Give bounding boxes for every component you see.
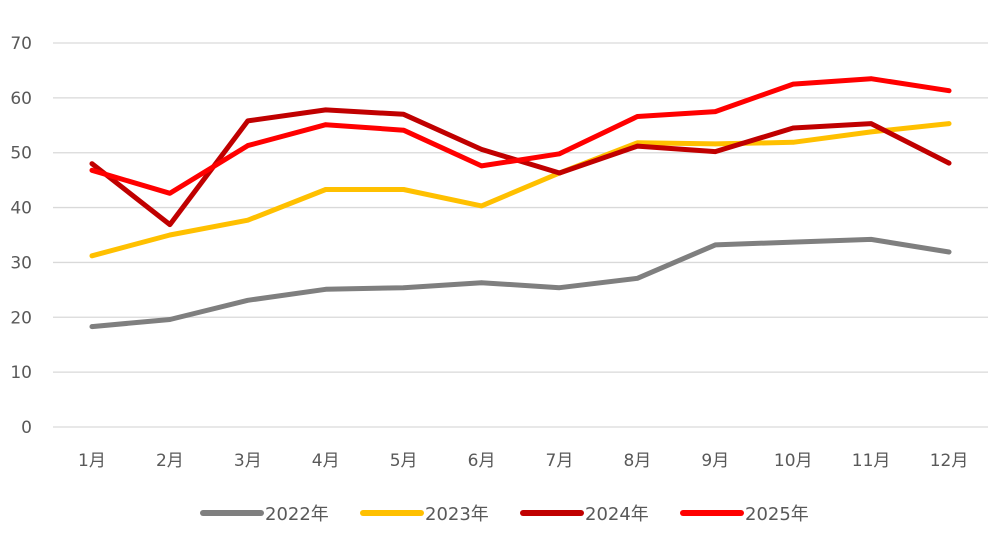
data-point: [868, 121, 874, 126]
data-point: [89, 167, 95, 173]
data-point: [557, 151, 562, 157]
y-tick-label: 50: [10, 144, 32, 164]
data-point: [946, 121, 952, 126]
legend-label: 2024年: [585, 504, 649, 525]
y-axis-tick-labels: 0 10 20 30 40 50 60 70: [10, 34, 32, 438]
data-point: [401, 285, 406, 290]
data-point: [635, 276, 640, 281]
x-tick-label: 10月: [774, 451, 813, 471]
series-line-2025年: [89, 76, 952, 196]
legend-label: 2023年: [425, 504, 489, 525]
data-point: [790, 81, 796, 87]
y-tick-label: 40: [10, 199, 32, 219]
data-point: [89, 161, 95, 166]
x-tick-label: 12月: [930, 451, 969, 471]
data-point: [712, 242, 718, 248]
grid-lines: [53, 42, 988, 428]
data-point: [245, 143, 251, 148]
y-tick-label: 60: [10, 89, 32, 109]
y-tick-label: 20: [10, 308, 32, 328]
x-tick-label: 3月: [234, 451, 262, 471]
data-point: [557, 170, 562, 176]
data-point: [712, 141, 718, 147]
y-tick-label: 70: [10, 34, 32, 54]
data-point: [167, 317, 173, 322]
x-tick-label: 1月: [78, 451, 106, 471]
data-point: [167, 222, 173, 227]
data-point: [89, 253, 95, 259]
data-point: [245, 118, 251, 124]
data-point: [323, 122, 329, 128]
data-point: [946, 88, 952, 94]
data-point: [89, 324, 95, 329]
x-tick-label: 5月: [390, 451, 418, 471]
x-tick-label: 11月: [852, 451, 891, 471]
data-point: [479, 147, 484, 152]
x-tick-label: 9月: [701, 451, 729, 471]
data-point: [635, 114, 640, 119]
data-point: [323, 287, 329, 292]
data-point: [946, 160, 952, 166]
data-point: [167, 232, 173, 238]
data-point: [790, 239, 796, 245]
series-lines: [89, 76, 952, 330]
legend-label: 2025年: [745, 504, 809, 525]
data-point: [401, 112, 406, 117]
data-point: [712, 109, 718, 114]
legend-label: 2022年: [265, 504, 329, 525]
data-point: [245, 297, 251, 303]
data-point: [557, 285, 562, 290]
x-tick-label: 8月: [623, 451, 651, 471]
data-point: [635, 143, 640, 149]
series-line-2023年: [89, 121, 952, 259]
data-point: [479, 163, 484, 169]
y-tick-label: 30: [10, 253, 32, 273]
data-point: [479, 280, 484, 286]
y-tick-label: 10: [10, 363, 32, 383]
data-point: [946, 249, 952, 255]
data-point: [167, 191, 173, 196]
x-tick-label: 2月: [156, 451, 184, 471]
data-point: [401, 187, 406, 192]
x-tick-label: 4月: [312, 451, 340, 471]
data-point: [323, 187, 329, 192]
legend: 2022年 2023年 2024年 2025年: [200, 504, 809, 525]
y-tick-label: 0: [21, 418, 32, 438]
x-axis-tick-labels: 1月 2月 3月 4月 5月 6月 7月 8月 9月 10月 11月 12月: [78, 451, 968, 471]
series-line-2022年: [89, 236, 952, 330]
data-point: [868, 237, 874, 242]
data-point: [790, 139, 796, 145]
data-point: [868, 129, 874, 135]
data-point: [401, 127, 406, 133]
data-point: [790, 125, 796, 131]
x-tick-label: 7月: [546, 451, 574, 471]
x-tick-label: 6月: [468, 451, 496, 471]
data-point: [479, 203, 484, 209]
data-point: [245, 217, 251, 223]
data-point: [323, 107, 329, 113]
data-point: [868, 76, 874, 81]
data-point: [712, 149, 718, 154]
